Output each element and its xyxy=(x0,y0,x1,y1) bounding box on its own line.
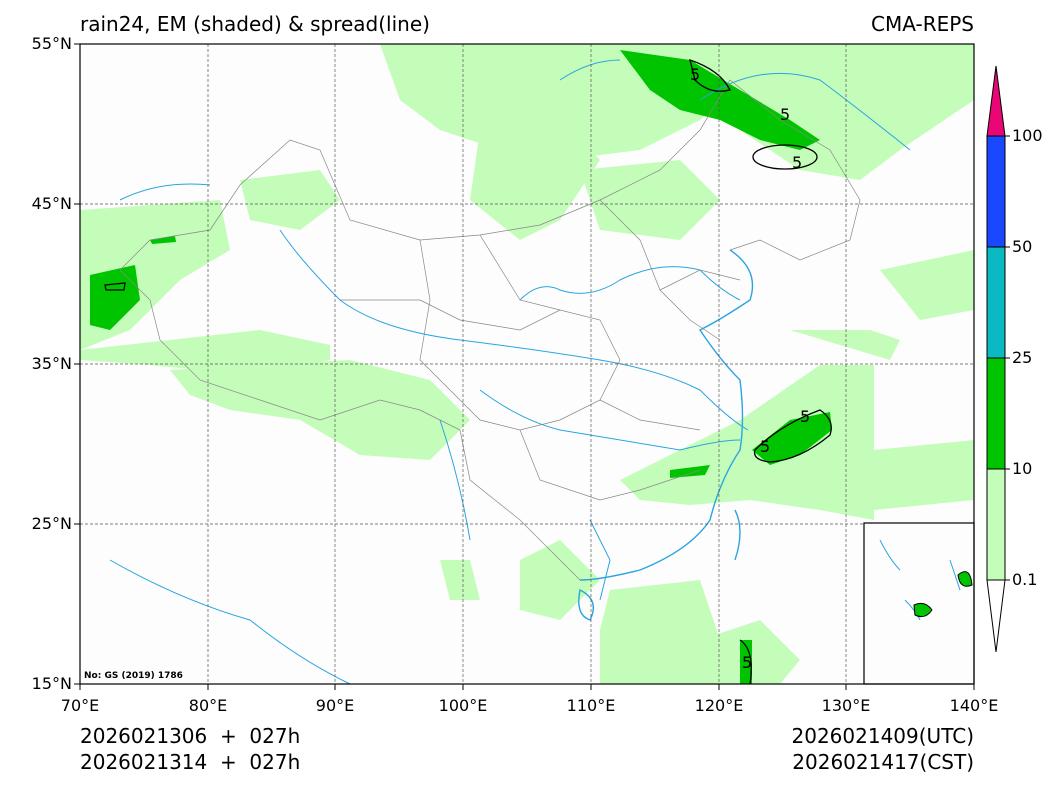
tick-marks xyxy=(74,43,975,690)
borders xyxy=(119,79,861,581)
light-rain-areas xyxy=(80,44,974,684)
map-review-number: No: GS (2019) 1786 xyxy=(84,671,183,681)
colorbar-label: 0.1 xyxy=(1012,570,1038,589)
colorbar-label: 10 xyxy=(1012,459,1033,478)
lon-tick-label: 100°E xyxy=(438,696,488,715)
init-time-utc: 2026021306 + 027h xyxy=(80,724,301,748)
model-name: CMA-REPS xyxy=(871,12,974,36)
valid-time-utc: 2026021409(UTC) xyxy=(791,724,975,748)
lat-tick-label: 15°N xyxy=(31,674,72,693)
contour-label: 5 xyxy=(690,65,700,84)
gridlines xyxy=(80,44,974,684)
valid-time-cst: 2026021417(CST) xyxy=(792,750,974,774)
lon-tick-label: 140°E xyxy=(949,696,999,715)
init-time-cst: 2026021314 + 027h xyxy=(80,750,301,774)
contour-label: 5 xyxy=(800,407,810,426)
lon-tick-label: 110°E xyxy=(566,696,616,715)
lon-tick-label: 80°E xyxy=(188,696,228,715)
lat-tick-label: 45°N xyxy=(31,194,72,213)
colorbar xyxy=(986,65,1010,653)
lat-tick-label: 35°N xyxy=(31,354,72,373)
contour-label: 5 xyxy=(742,653,752,672)
lon-tick-label: 120°E xyxy=(694,696,744,715)
lat-tick-label: 55°N xyxy=(31,34,72,53)
colorbar-label: 50 xyxy=(1012,237,1033,256)
colorbar-label: 25 xyxy=(1012,348,1033,367)
chart-title: rain24, EM (shaded) & spread(line) xyxy=(80,12,430,36)
contour-label: 5 xyxy=(792,153,802,172)
colorbar-label: 100 xyxy=(1012,126,1043,145)
south-china-sea-inset xyxy=(863,522,975,685)
rivers xyxy=(109,59,911,685)
lon-tick-label: 130°E xyxy=(821,696,871,715)
spread-contours xyxy=(104,59,832,685)
moderate-rain-areas xyxy=(90,50,832,684)
lon-tick-label: 90°E xyxy=(315,696,355,715)
contour-label: 5 xyxy=(780,105,790,124)
lat-tick-label: 25°N xyxy=(31,514,72,533)
coastline xyxy=(578,249,754,621)
contour-label: 5 xyxy=(760,437,770,456)
lon-tick-label: 70°E xyxy=(60,696,100,715)
contour-labels: 5 5 5 5 5 5 xyxy=(690,65,810,672)
